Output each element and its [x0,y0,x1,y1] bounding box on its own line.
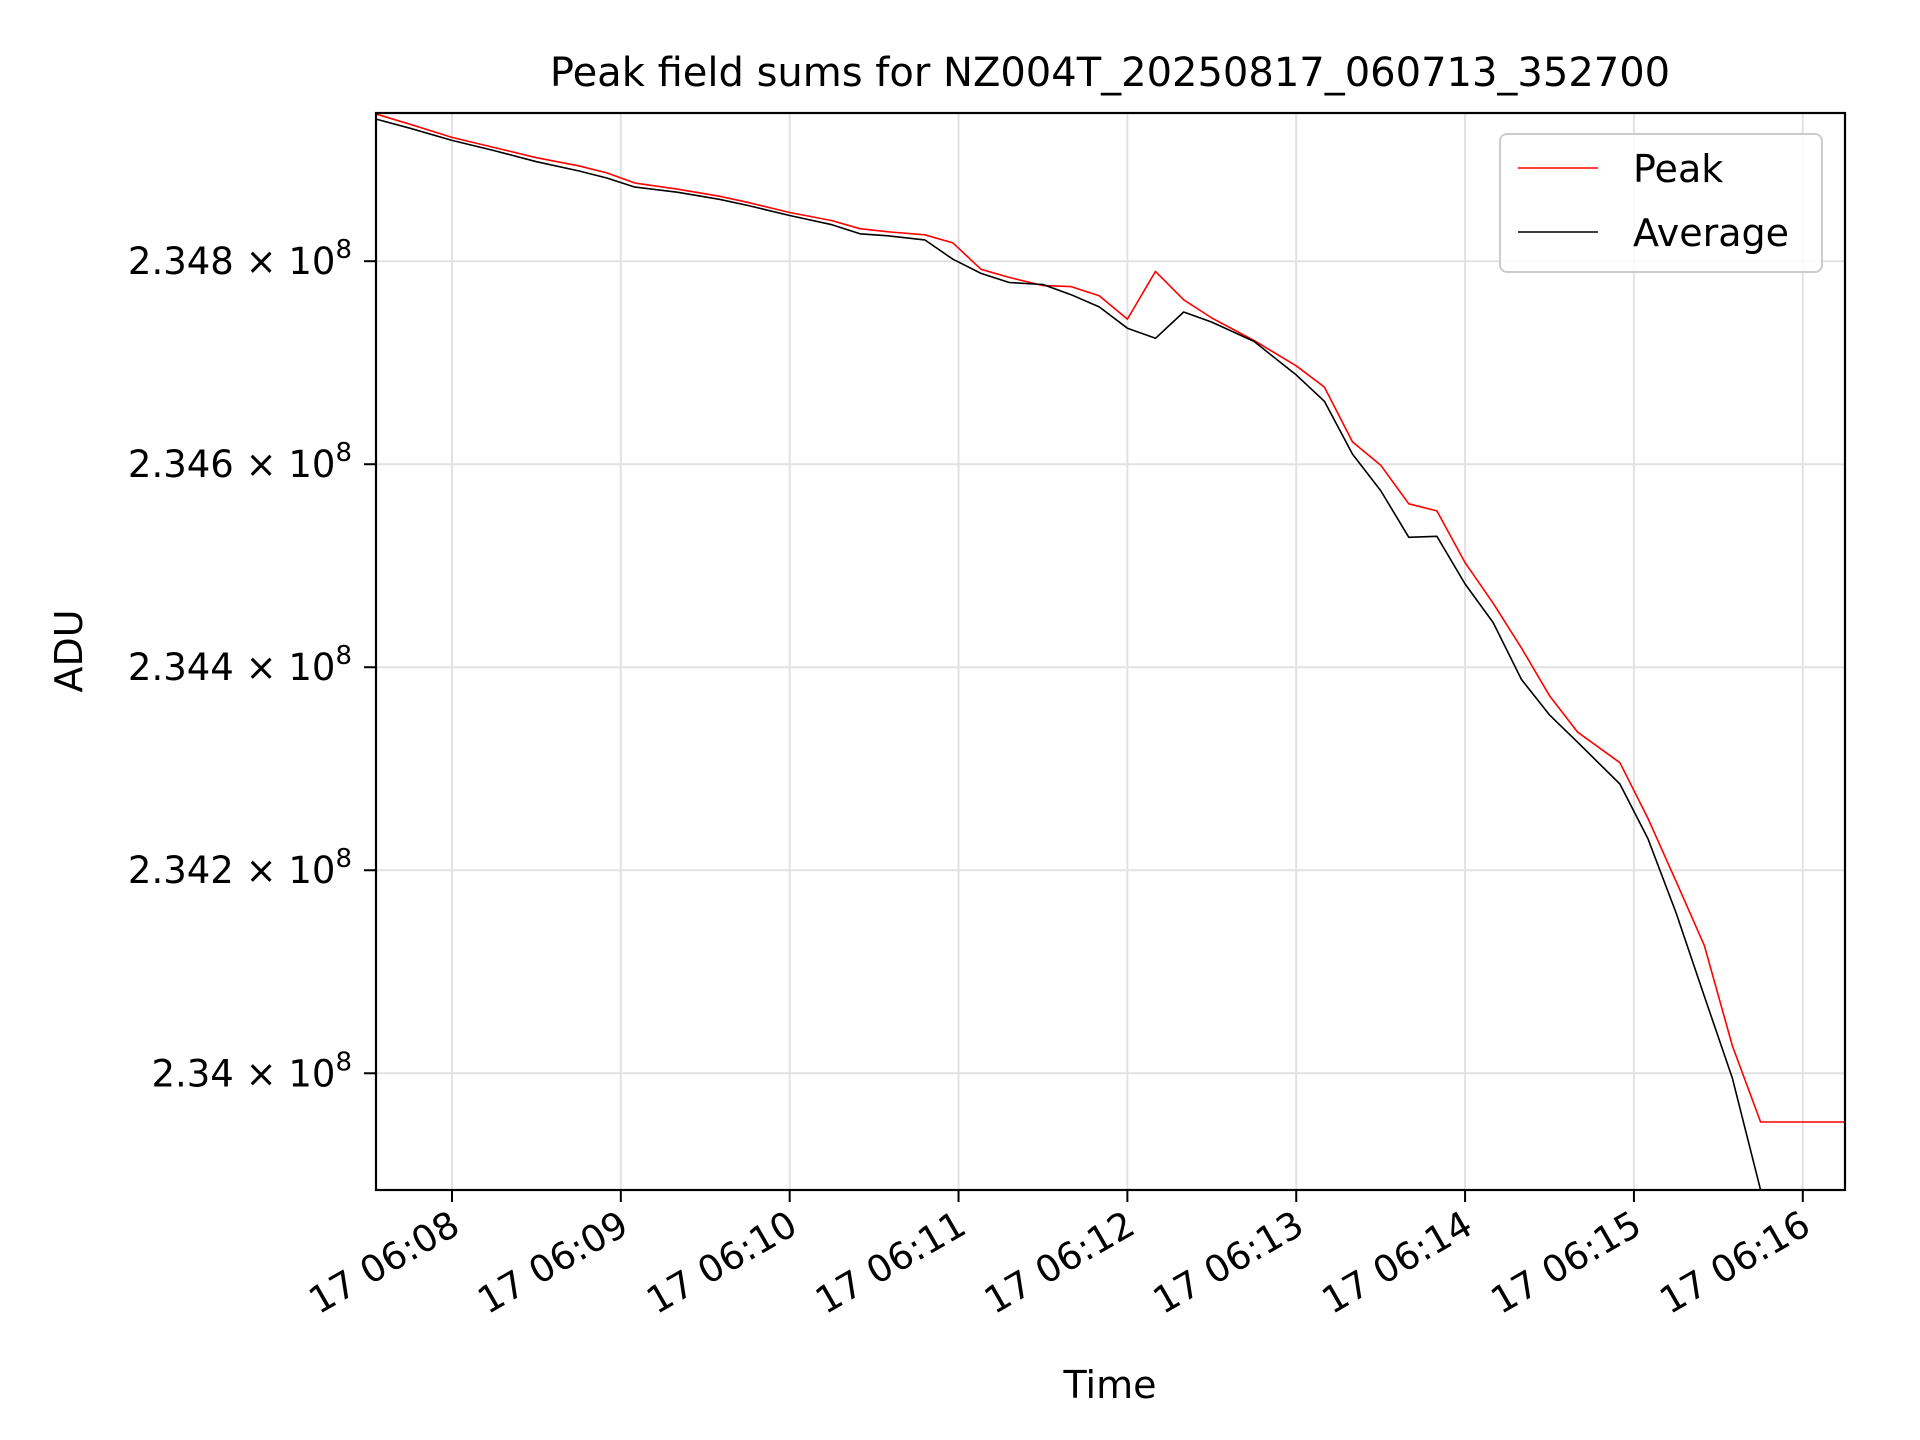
chart-title: Peak field sums for NZ004T_20250817_0607… [550,50,1670,96]
legend: Peak Average [1499,133,1823,273]
y-tick-label: 2.346 × 108 [128,438,352,486]
series-layer [376,113,1845,1190]
y-axis-label: ADU [47,609,91,692]
series-line-average [376,118,1762,1190]
y-tick-label: 2.342 × 108 [128,844,352,892]
y-axis: 2.348 × 108 2.346 × 108 2.344 × 108 2.342 ×… [128,235,376,1095]
series-line-peak [376,113,1845,1123]
y-tick-label: 2.348 × 108 [128,235,352,283]
y-tick-label: 2.34 × 108 [151,1047,352,1095]
legend-label-average: Average [1633,211,1789,255]
plot-area [374,111,1847,1192]
x-axis-label: Time [1063,1363,1157,1407]
legend-label-peak: Peak [1633,147,1723,191]
y-tick-label: 2.344 × 108 [128,641,352,689]
